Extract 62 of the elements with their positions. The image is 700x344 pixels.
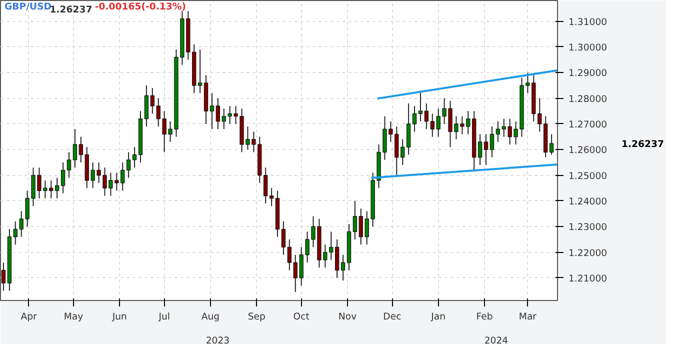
candlestick [412, 105, 417, 132]
candlestick [334, 238, 340, 278]
candlestick [132, 146, 137, 168]
candlestick [538, 98, 542, 132]
x-tick-label: Apr [20, 312, 38, 322]
candlestick [496, 120, 500, 142]
candlestick [198, 49, 202, 94]
text: 1.26237 [50, 4, 92, 16]
y-tick-label: 1.30000 [568, 42, 608, 54]
candlestick [549, 134, 554, 156]
x-tick-label: Dec [383, 312, 402, 322]
candlestick [490, 126, 494, 158]
candlestick [66, 152, 72, 178]
candlestick [287, 238, 292, 271]
y-tick-label: 1.25000 [568, 170, 608, 182]
y-tick-label: 1.28000 [568, 94, 608, 105]
candlestick [358, 208, 363, 246]
candlestick [484, 134, 488, 166]
y-tick-label: 1.26000 [568, 145, 608, 156]
candlestick [144, 84, 149, 128]
candlestick [55, 177, 60, 199]
x-tick-label: Jun [111, 312, 128, 322]
x-tick-label: Sep [248, 312, 266, 322]
x-tick-label: Oct [293, 312, 310, 322]
candlestick [222, 108, 226, 130]
candlestick [216, 98, 220, 130]
y-tick-label: 1.29000 [568, 68, 608, 80]
candlestick [478, 134, 482, 166]
candlestick [150, 88, 154, 114]
y-tick-label: 1.23000 [568, 222, 608, 234]
x-tick-label: Jul [158, 312, 170, 322]
candlestick [418, 90, 423, 122]
candlestick [78, 136, 84, 163]
text: 1.26237 [622, 138, 664, 150]
annotation: -0.00165(-0.13%) [94, 2, 186, 12]
y-tick-label: 1.31000 [568, 16, 608, 28]
candlestick [352, 200, 358, 240]
candlestick [424, 102, 429, 130]
chart-title: GBP/USD [4, 2, 52, 12]
candlestick [281, 220, 286, 256]
y-tick-label: 1.27000 [568, 119, 608, 130]
x-tick-label: Jan [430, 312, 446, 322]
text: 2024 [484, 336, 508, 344]
x-tick-label: Nov [338, 312, 358, 322]
candlestick [156, 98, 160, 128]
candlestick [1, 262, 6, 292]
y-tick-label: 1.24000 [568, 196, 608, 208]
x-tick-label: May [64, 312, 84, 322]
x-tick-label: Feb [476, 312, 493, 322]
candlestick [13, 220, 18, 246]
y-tick-label: 1.22000 [568, 248, 608, 259]
y-tick-label: 1.21000 [568, 273, 608, 284]
x-tick-label: Aug [201, 312, 220, 322]
candlestick [406, 102, 411, 156]
candlestick [269, 188, 274, 207]
candlestick [126, 152, 131, 178]
candlestick [72, 128, 78, 168]
candlestick [210, 92, 214, 130]
candlestick [340, 254, 346, 281]
candlestick [60, 162, 66, 194]
x-tick-label: Mar [518, 312, 537, 322]
text: 2023 [206, 336, 230, 344]
